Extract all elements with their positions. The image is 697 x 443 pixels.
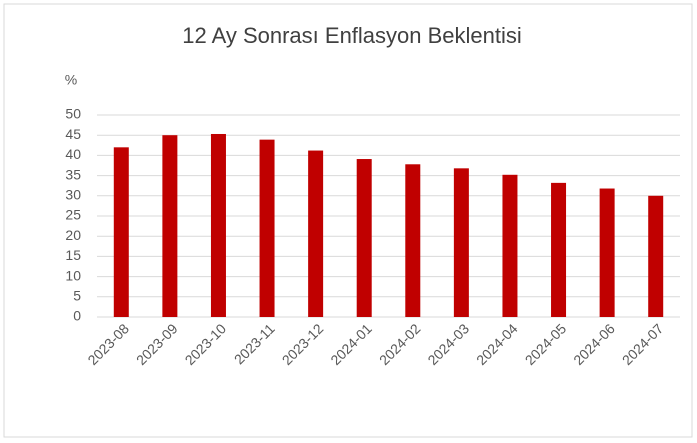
y-tick-label: 40 [65, 146, 81, 162]
bar [599, 188, 615, 317]
chart-border [3, 3, 693, 438]
y-tick-label: 45 [65, 126, 81, 142]
y-tick-label: 5 [73, 288, 81, 304]
y-tick-label: 50 [65, 106, 81, 122]
y-tick-label: 10 [65, 267, 81, 283]
bar [453, 168, 469, 317]
y-axis-label: % [65, 72, 77, 88]
bar [210, 133, 226, 317]
bar [405, 164, 421, 317]
y-tick-label: 25 [65, 207, 81, 223]
y-tick-label: 0 [73, 308, 81, 324]
y-tick-label: 15 [65, 247, 81, 263]
bar [502, 174, 518, 317]
chart-title: 12 Ay Sonrası Enflasyon Beklentisi [182, 23, 522, 48]
bar [648, 195, 664, 317]
y-tick-label: 30 [65, 187, 81, 203]
bar [162, 135, 178, 317]
bar [551, 182, 567, 317]
y-tick-label: 20 [65, 227, 81, 243]
bar [113, 147, 129, 317]
y-tick-label: 35 [65, 166, 81, 182]
bar [259, 139, 275, 317]
bar [356, 159, 372, 317]
bar [308, 150, 324, 317]
